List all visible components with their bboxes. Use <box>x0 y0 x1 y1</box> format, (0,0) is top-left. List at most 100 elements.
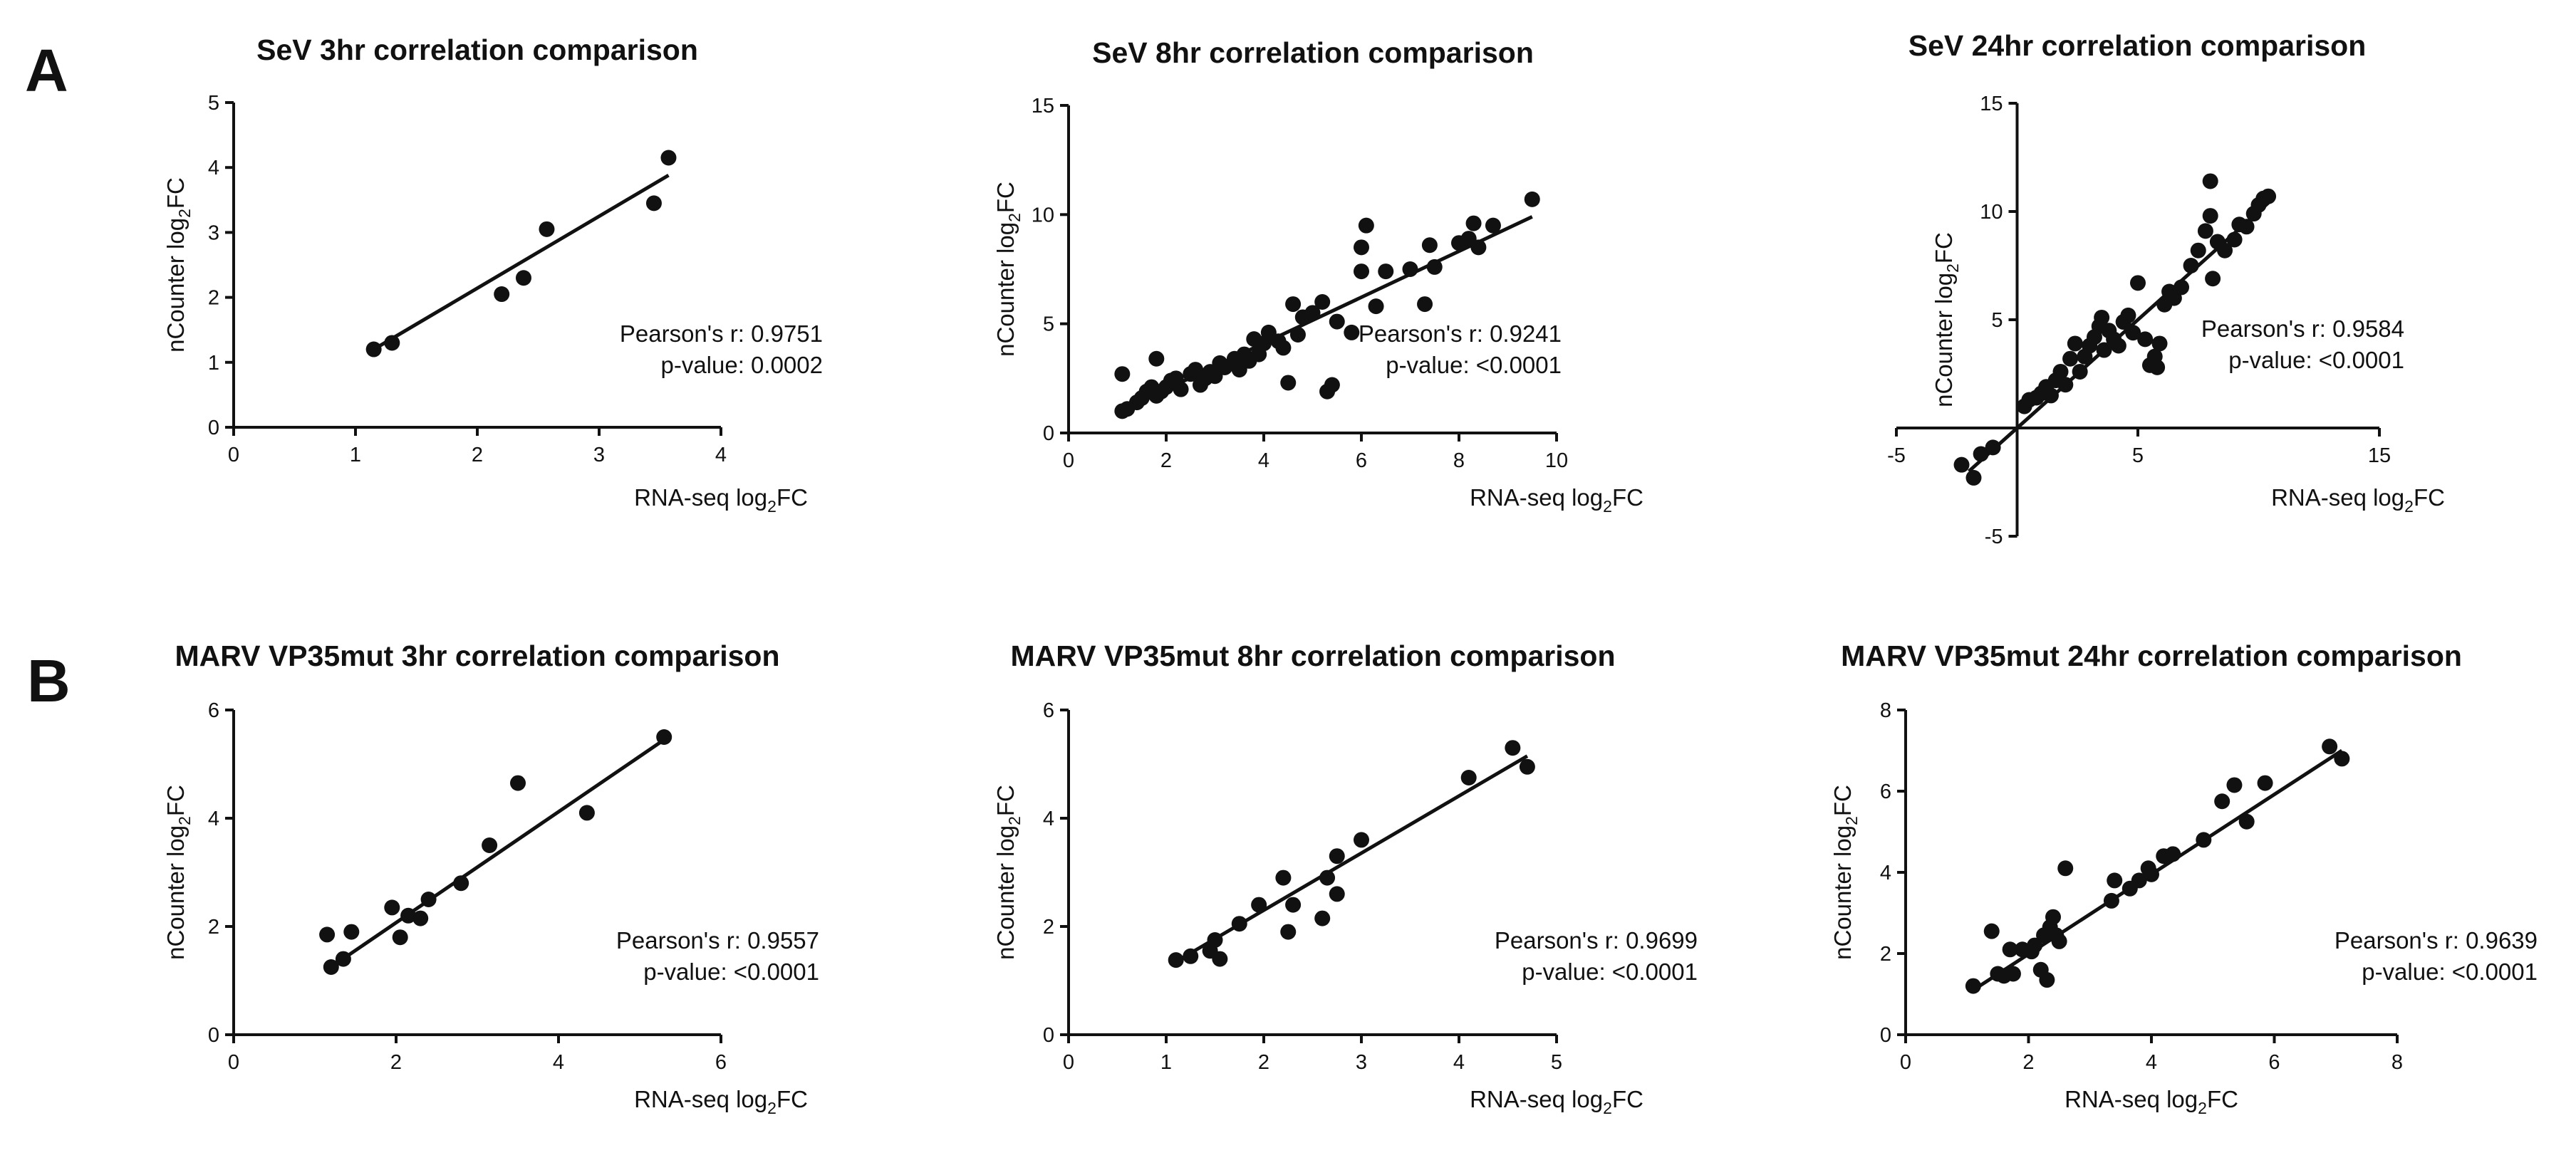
regression-line <box>373 173 670 351</box>
data-point <box>1402 261 1418 277</box>
data-point <box>2174 279 2190 296</box>
panel-letter-a: A <box>25 37 68 104</box>
y-tick-label: 6 <box>208 699 219 722</box>
data-point <box>2051 933 2067 949</box>
data-point <box>1985 439 2001 456</box>
y-tick-label: 5 <box>1043 313 1054 336</box>
data-point <box>365 341 382 357</box>
data-point <box>539 221 555 237</box>
y-axis-label: nCounter log2FC <box>992 182 1024 357</box>
data-point <box>1368 298 1384 315</box>
data-point <box>2260 188 2277 204</box>
data-point <box>1285 897 1302 913</box>
y-axis-label: nCounter log2FC <box>162 177 194 352</box>
data-point <box>1183 948 1199 964</box>
x-axis-label: RNA-seq log2FC <box>1470 1086 1643 1117</box>
x-tick-label: -5 <box>1887 444 1906 467</box>
data-point <box>1426 258 1443 275</box>
data-point <box>1354 239 1369 256</box>
y-tick-label: 0 <box>1043 422 1054 445</box>
data-point <box>2057 860 2074 877</box>
y-tick-label: 15 <box>1032 95 1054 118</box>
data-point <box>2002 941 2018 958</box>
data-point <box>1465 215 1482 231</box>
chart-6: MARV VP35mut 24hr correlation comparison… <box>1829 639 2538 1117</box>
data-point <box>1524 191 1540 207</box>
data-point <box>2149 359 2166 375</box>
data-point <box>2205 271 2221 287</box>
data-point <box>482 837 498 853</box>
data-point <box>2057 377 2074 393</box>
data-point <box>384 335 400 351</box>
y-tick-label: 6 <box>1880 780 1891 803</box>
data-point <box>2226 231 2243 248</box>
y-tick-label: 3 <box>208 221 219 244</box>
data-point <box>2096 342 2112 358</box>
data-point <box>2238 219 2255 235</box>
data-point <box>384 899 400 916</box>
data-point <box>1280 375 1297 391</box>
pearson-r-label: Pearson's r: 0.9699 <box>1495 927 1698 954</box>
data-point <box>2039 972 2055 988</box>
y-tick-label: 0 <box>208 417 219 439</box>
chart-2: SeV 8hr correlation comparison 0 2 4 6 8 10 0 5 1… <box>992 36 1643 516</box>
x-tick-label: 2 <box>1258 1051 1269 1074</box>
data-point <box>2042 387 2059 404</box>
x-tick-label: 1 <box>1160 1051 1172 1074</box>
data-point <box>2257 775 2273 791</box>
data-point <box>2196 832 2212 848</box>
data-point <box>335 951 351 967</box>
data-point <box>1231 916 1247 932</box>
y-tick-label: 4 <box>1880 862 1891 884</box>
data-point <box>1470 239 1487 256</box>
data-point <box>1168 952 1184 968</box>
data-point <box>2072 363 2088 380</box>
x-tick-label: 3 <box>593 444 605 466</box>
data-point <box>660 150 677 166</box>
x-tick-label: 4 <box>715 444 727 466</box>
pearson-r-label: Pearson's r: 0.9584 <box>2201 315 2404 342</box>
p-value-label: p-value: <0.0001 <box>643 959 819 985</box>
y-tick-label: 4 <box>1043 808 1054 830</box>
x-axis-label: RNA-seq log2FC <box>634 1086 808 1117</box>
y-tick-label: 1 <box>208 352 219 375</box>
x-tick-label: 4 <box>1258 449 1269 472</box>
data-point <box>2067 335 2083 352</box>
data-point <box>1314 294 1331 310</box>
x-tick-label: 6 <box>1356 449 1367 472</box>
data-point <box>1965 469 1982 486</box>
data-point <box>1354 832 1369 848</box>
data-point <box>1965 978 1981 994</box>
x-tick-label: 2 <box>390 1051 402 1074</box>
x-tick-label: 8 <box>1453 449 1465 472</box>
data-point <box>2062 350 2079 367</box>
data-point <box>2131 872 2147 889</box>
data-point <box>1114 366 1131 382</box>
data-point <box>412 910 429 926</box>
x-tick-label: 15 <box>2368 444 2391 467</box>
data-point <box>2151 335 2168 352</box>
data-point <box>420 892 437 907</box>
x-tick-label: 3 <box>1356 1051 1367 1074</box>
panel-letter-b: B <box>27 647 71 714</box>
x-axis-label: RNA-seq log2FC <box>634 484 808 516</box>
x-tick-label: 5 <box>2132 444 2144 467</box>
y-tick-label: 0 <box>1880 1024 1891 1047</box>
data-point <box>2027 937 2043 954</box>
x-tick-label: 6 <box>715 1051 727 1074</box>
data-point <box>1344 324 1360 340</box>
data-point <box>1505 740 1521 756</box>
data-point <box>1212 951 1228 967</box>
data-point <box>2197 223 2213 239</box>
data-point <box>1329 848 1345 865</box>
p-value-label: p-value: <0.0001 <box>2228 347 2404 373</box>
data-point <box>2217 242 2233 258</box>
regression-line <box>326 738 665 971</box>
y-tick-label: 0 <box>1043 1024 1054 1047</box>
chart-title: SeV 3hr correlation comparison <box>256 33 698 66</box>
data-point <box>2110 338 2126 354</box>
y-tick-label: 15 <box>1980 93 2003 115</box>
data-point <box>2202 208 2218 224</box>
data-point <box>1251 897 1267 913</box>
